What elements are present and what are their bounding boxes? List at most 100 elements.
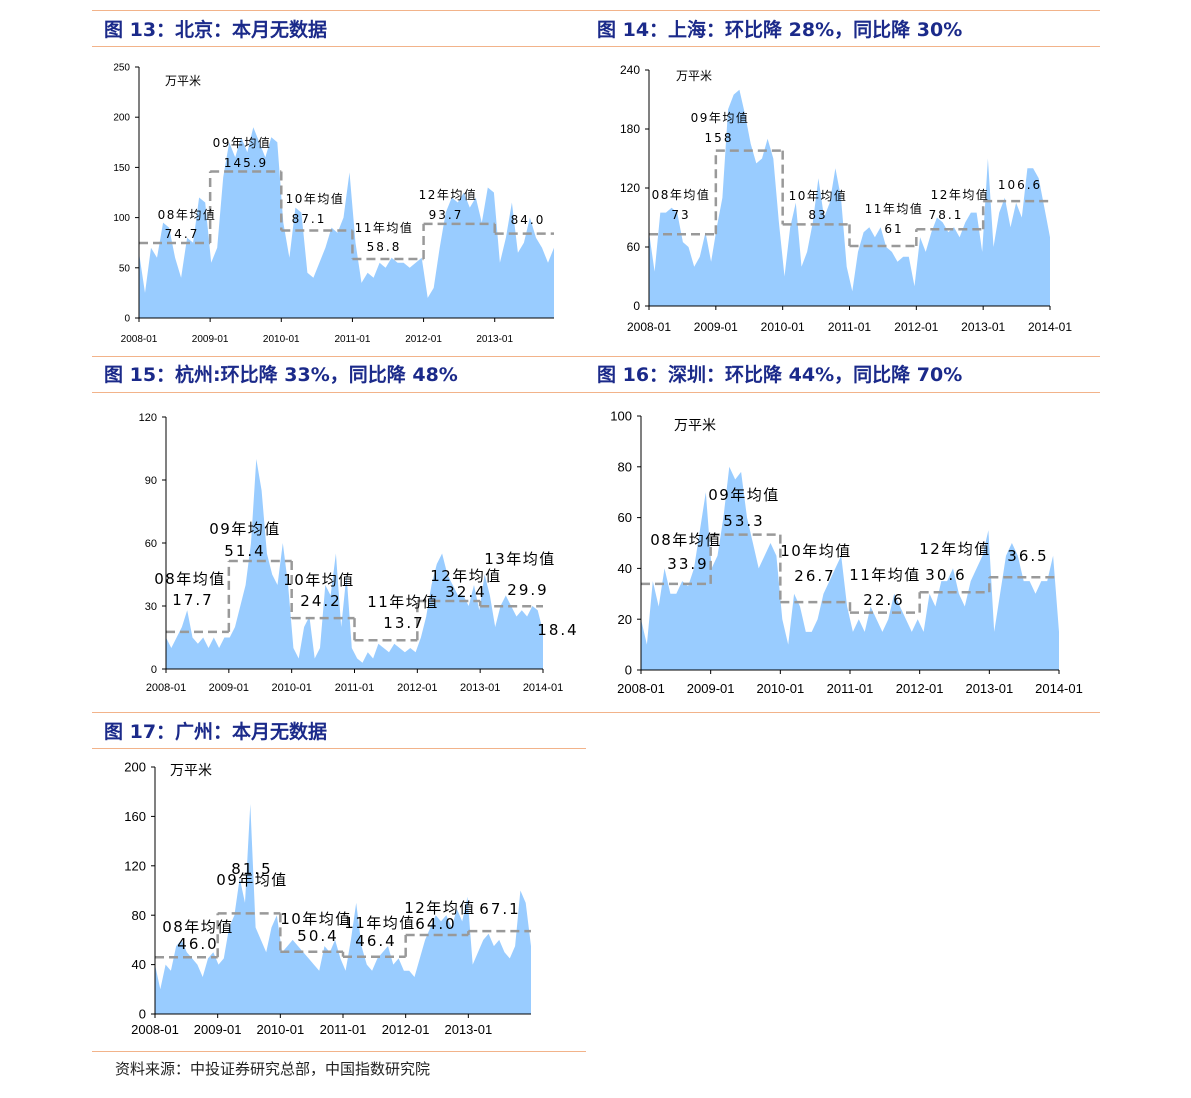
guangzhou-x-tick-label: 2010-01 [256,1022,304,1037]
shenzhen-average-value: 30.6 [925,566,966,584]
shenzhen-average-value: 36.5 [1007,547,1048,565]
hangzhou-average-name: 11年均值 [367,593,439,611]
guangzhou-average-value: 64.0 [415,915,456,933]
hangzhou-average-value: 32.4 [445,583,486,601]
shanghai-average-value: 73 [671,208,690,222]
guangzhou-chart-group: 0 40 80 120 160 200 2008-01 2009-01 2010-01 2011-… [124,760,531,1037]
beijing-average-name: 09年均值 [213,135,272,150]
hangzhou-x-tick-label: 2014-01 [523,682,563,694]
rule [92,1051,586,1052]
shenzhen-average-name: 12年均值 [919,540,991,558]
shenzhen-chart-group: 0 20 40 60 80 100 2008-01 2009-01 2010-01 2011-01… [610,409,1083,696]
shenzhen-x-tick-label: 2013-01 [965,681,1013,696]
beijing-average-value: 84.0 [511,213,546,227]
shanghai-x-tick-label: 2009-01 [694,320,738,334]
hangzhou-average-value: 18.4 [537,621,578,639]
guangzhou-area-series [155,804,531,1014]
shanghai-average-name: 09年均值 [691,110,750,125]
rule [92,356,1100,357]
beijing-average-value: 145.9 [224,156,268,170]
hangzhou-x-tick-label: 2010-01 [271,682,311,694]
hangzhou-average-value: 17.7 [172,591,213,609]
shanghai-x-tick-label: 2008-01 [627,320,671,334]
guangzhou-average-value: 67.1 [479,900,520,918]
shenzhen-x-tick-label: 2008-01 [617,681,665,696]
shanghai-y-tick-label: 240 [620,63,640,77]
shanghai-average-name: 12年均值 [931,187,990,202]
rule [92,46,1100,47]
hangzhou-y-tick-label: 120 [139,412,157,424]
beijing-y-tick-label: 100 [113,213,130,224]
hangzhou-average-name: 13年均值 [484,550,556,568]
shenzhen-average-name: 08年均值 [650,531,722,549]
beijing-y-tick-label: 150 [113,163,130,174]
guangzhou-y-tick-label: 200 [124,760,146,775]
beijing-average-name: 10年均值 [286,191,345,206]
shenzhen-average-name: 11年均值 [849,566,921,584]
shenzhen-average-value: 33.9 [667,555,708,573]
guangzhou-average-name: 08年均值 [162,918,234,936]
shanghai-x-tick-label: 2010-01 [761,320,805,334]
guangzhou-x-tick-label: 2012-01 [382,1022,430,1037]
guangzhou-y-tick-label: 120 [124,858,146,873]
beijing-average-value: 74.7 [165,227,200,241]
shanghai-average-value: 158 [705,131,734,145]
shanghai-y-tick-label: 180 [620,122,640,136]
guangzhou-y-tick-label: 40 [132,957,146,972]
shenzhen-average-value: 22.6 [863,591,904,609]
shenzhen-x-tick-label: 2011-01 [827,681,874,696]
shanghai-chart-group: 0 60 120 180 240 2008-01 2009-01 2010-01 2011-01… [620,63,1072,334]
shenzhen-area-series [641,466,1059,670]
beijing-x-tick-label: 2010-01 [263,334,300,345]
shenzhen-x-tick-label: 2014-01 [1035,681,1083,696]
rule [92,748,586,749]
shenzhen-unit-label: 万平米 [674,418,716,434]
guangzhou-y-tick-label: 80 [132,908,146,923]
guangzhou-average-value: 81.5 [231,860,272,878]
beijing-average-value: 87.1 [292,212,327,226]
shanghai-average-name: 10年均值 [789,188,848,203]
shenzhen-average-value: 53.3 [723,512,764,530]
hangzhou-y-tick-label: 90 [145,475,157,487]
guangzhou-y-tick-label: 0 [139,1007,146,1022]
figure-title-16: 图 16：深圳：环比降 44%，同比降 70% [597,364,963,386]
guangzhou-average-value: 50.4 [297,927,338,945]
shenzhen-y-tick-label: 40 [618,561,632,576]
hangzhou-average-value: 29.9 [507,581,548,599]
hangzhou-y-tick-label: 0 [151,664,157,676]
shanghai-average-value: 78.1 [929,208,964,222]
figure-title-17: 图 17：广州：本月无数据 [104,721,328,743]
beijing-chart-group: 0 50 100 150 200 250 2008-01 2009-01 2010-01 2011… [113,63,554,345]
hangzhou-x-tick-label: 2009-01 [209,682,249,694]
shanghai-y-tick-label: 120 [620,181,640,195]
figure-title-13: 图 13：北京：本月无数据 [104,19,328,41]
hangzhou-x-tick-label: 2012-01 [397,682,437,694]
shenzhen-y-tick-label: 20 [618,612,632,627]
beijing-y-tick-label: 200 [113,113,130,124]
beijing-unit-label: 万平米 [165,74,201,88]
guangzhou-average-name: 12年均值 [404,899,476,917]
hangzhou-x-tick-label: 2011-01 [335,682,375,694]
figure-title-15: 图 15：杭州:环比降 33%，同比降 48% [104,364,458,386]
beijing-x-tick-label: 2008-01 [121,334,158,345]
rule [92,392,1100,393]
shanghai-average-name: 11年均值 [865,201,924,216]
shenzhen-average-value: 26.7 [794,567,835,585]
beijing-x-tick-label: 2012-01 [405,334,442,345]
hangzhou-x-tick-label: 2013-01 [460,682,500,694]
figure-title-14: 图 14：上海：环比降 28%，同比降 30% [597,19,963,41]
shenzhen-x-tick-label: 2012-01 [896,681,944,696]
beijing-area-series [139,127,554,318]
guangzhou-x-tick-label: 2011-01 [320,1022,367,1037]
hangzhou-chart-group: 0 30 60 90 120 2008-01 2009-01 2010-01 2011-01 20… [139,412,578,694]
beijing-average-name: 11年均值 [355,220,414,235]
shanghai-average-value: 106.6 [998,178,1042,192]
shenzhen-y-tick-label: 80 [618,459,632,474]
shanghai-average-value: 61 [884,222,903,236]
shanghai-unit-label: 万平米 [676,69,712,83]
guangzhou-unit-label: 万平米 [170,763,212,779]
shanghai-area-series [649,89,1050,306]
guangzhou-average-value: 46.0 [177,935,218,953]
shenzhen-y-tick-label: 100 [610,409,632,424]
